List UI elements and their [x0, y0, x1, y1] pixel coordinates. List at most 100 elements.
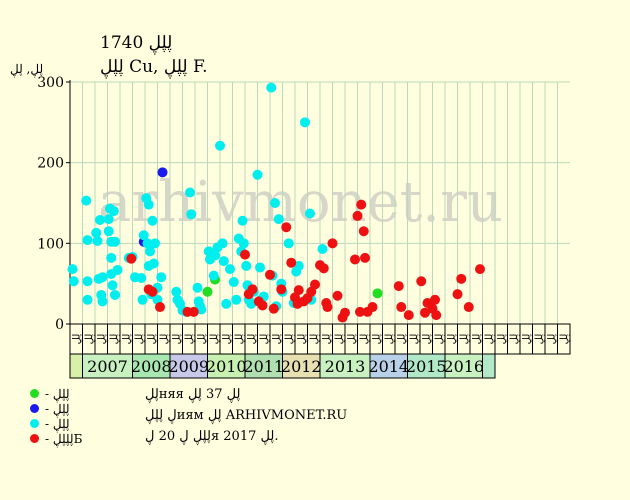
data-point: [355, 306, 365, 317]
data-point: [103, 226, 114, 237]
quarter-label: ڸڸ: [121, 334, 133, 345]
data-point: [270, 198, 280, 208]
chart-subtitle: ڸڸڸ Cu, ڸڸڸ F.: [100, 57, 208, 77]
legend-item: - ڸڸڸڸБ: [30, 431, 82, 446]
quarter-label: ڸڸ: [284, 334, 296, 345]
data-point: [202, 286, 213, 297]
legend-item: - ڸڸڸ: [30, 401, 82, 416]
data-point: [171, 286, 182, 297]
quarter-label: ڸڸ: [459, 334, 471, 345]
data-point: [143, 199, 154, 210]
quarter-label: ڸڸ: [134, 334, 146, 345]
note-line: ڸ ڸڸڸиям ڸڸ ARHIVMONET.RU: [145, 408, 348, 423]
data-point: [452, 289, 463, 300]
data-point: [142, 238, 153, 249]
year-label: 2015: [406, 357, 447, 376]
legend-label: - ڸڸڸ: [45, 416, 70, 431]
data-point: [81, 195, 92, 206]
quarter-label: ڸڸ: [209, 334, 221, 345]
quarter-label: ڸڸ: [496, 334, 508, 345]
data-point: [137, 294, 148, 305]
data-point: [136, 273, 147, 284]
year-cell: [444, 353, 483, 379]
year-cell: [369, 353, 408, 379]
data-point: [310, 279, 320, 290]
legend-label: - ڸڸڸ: [45, 401, 70, 416]
data-point: [156, 272, 167, 283]
year-cell: [482, 353, 496, 379]
y-tick-label: 200: [37, 156, 64, 172]
data-point: [318, 263, 329, 274]
year-label: 2014: [368, 357, 409, 376]
data-point: [276, 284, 287, 295]
data-point: [148, 258, 159, 269]
data-point: [106, 252, 117, 263]
quarter-label: ڸڸ: [471, 334, 483, 345]
quarter-label: ڸڸ: [96, 334, 108, 345]
quarter-label: ڸڸ: [246, 334, 258, 345]
data-point: [228, 277, 239, 288]
y-tick-label: 300: [37, 75, 64, 91]
data-point: [257, 300, 268, 311]
year-label: 2013: [325, 357, 366, 376]
quarter-label: ڸڸ: [484, 334, 496, 345]
data-point: [238, 238, 249, 249]
data-point: [240, 249, 250, 260]
year-cell: [407, 353, 446, 379]
data-point: [110, 236, 120, 247]
quarter-label: ڸڸ: [146, 334, 158, 345]
quarter-label: ڸڸ: [509, 334, 521, 345]
data-point: [215, 140, 225, 151]
data-point: [456, 273, 467, 284]
data-point: [463, 302, 474, 313]
data-point: [208, 270, 219, 281]
data-point: [283, 238, 294, 249]
quarter-label: ڸڸ: [534, 334, 546, 345]
year-cell: [244, 353, 283, 379]
data-point: [110, 289, 120, 300]
data-point: [91, 227, 102, 238]
data-point: [150, 238, 160, 249]
data-point: [217, 238, 228, 249]
data-point: [67, 264, 78, 275]
legend-label: - ڸڸڸ: [45, 386, 70, 401]
data-point: [246, 298, 257, 309]
data-point: [322, 302, 333, 313]
quarter-label: ڸڸ: [321, 334, 333, 345]
data-point: [112, 264, 123, 275]
legend-item: - ڸڸڸ: [30, 416, 82, 431]
data-point: [138, 230, 149, 241]
data-point: [241, 260, 252, 271]
year-label: 2008: [131, 357, 172, 376]
data-point: [107, 280, 118, 291]
data-point: [475, 264, 485, 275]
data-point: [252, 169, 263, 180]
data-point: [221, 298, 232, 309]
data-point: [92, 235, 103, 246]
data-point: [247, 284, 258, 295]
quarter-label: ڸڸ: [346, 334, 358, 345]
legend: - ڸڸڸ - ڸڸڸ - ڸڸڸ - ڸڸڸڸБ: [30, 386, 82, 446]
data-point: [82, 294, 93, 305]
data-point: [126, 253, 137, 264]
quarter-label: ڸڸ: [221, 334, 233, 345]
year-label: 2016: [443, 357, 484, 376]
data-point: [210, 250, 220, 261]
data-point: [430, 294, 440, 305]
quarter-label: ڸڸ: [71, 334, 83, 345]
data-point: [305, 208, 315, 219]
quarter-label: ڸڸ: [384, 334, 396, 345]
data-point: [356, 199, 367, 210]
data-point: [231, 294, 242, 305]
year-label: 2012: [281, 357, 322, 376]
legend-dot-icon: [30, 419, 39, 428]
data-point: [103, 214, 114, 225]
data-point: [97, 272, 108, 283]
quarter-label: ڸڸ: [271, 334, 283, 345]
data-point: [367, 302, 378, 313]
data-point: [286, 257, 297, 268]
quarter-label: ڸڸ: [171, 334, 183, 345]
data-point: [300, 117, 310, 128]
year-cell: [69, 353, 83, 379]
